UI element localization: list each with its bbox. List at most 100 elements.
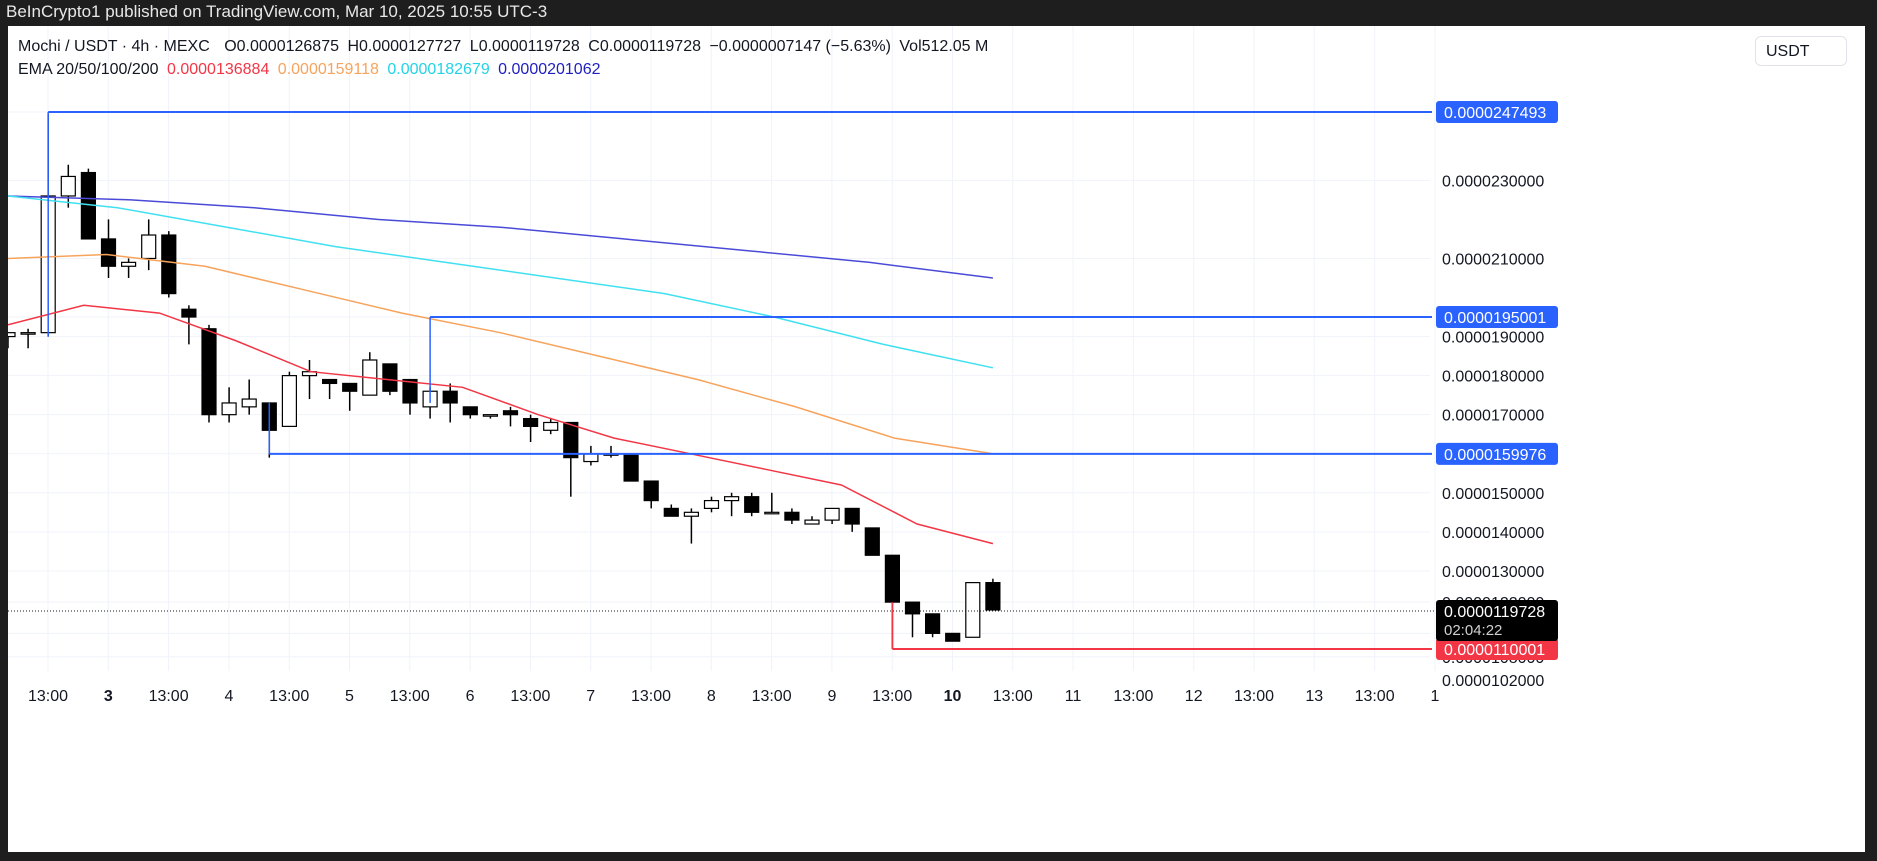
price-badge-label: 0.0000195001 [1444,310,1546,327]
y-tick-label: 0.0000150000 [1442,486,1544,503]
candle-body [522,417,539,427]
candle-body [543,421,559,431]
ema100-line [8,195,994,369]
price-badge-label: 0.0000247493 [1444,105,1546,122]
current-price-badge [1436,600,1558,642]
x-tick-label: 13:00 [1113,688,1153,705]
x-tick-label: 13 [1305,688,1323,705]
candle-body [623,453,639,482]
x-tick-label: 7 [586,688,595,705]
price-badge-support [1436,637,1558,660]
x-tick-label: 13:00 [752,688,792,705]
candle-body [141,234,157,260]
x-tick-label: 10 [944,688,962,705]
x-tick-label: 9 [827,688,836,705]
candle-body [502,410,519,416]
candle-body [884,554,901,603]
x-tick-label: 11 [1065,688,1082,705]
ema-label[interactable]: EMA 20/50/100/200 [18,61,159,78]
ema50-value: 0.0000159118 [277,61,379,78]
ohlc-legend: Mochi / USDT · 4h · MEXC O0.0000126875 H… [18,38,988,56]
y-tick-label: 0.0000140000 [1442,525,1544,542]
candle-body [824,507,840,521]
y-tick-label: 0.0000102000 [1442,673,1544,690]
price-badge-resistance [1436,101,1558,124]
candle-body [402,378,418,404]
x-tick-label: 6 [466,688,475,705]
candle-body [322,378,338,385]
candle-body [784,511,800,521]
candle-body [744,496,760,513]
candle-body [643,480,659,502]
price-badge-label: 0.0000110001 [1444,642,1545,659]
published-text: BeInCrypto1 published on TradingView.com… [6,2,548,21]
y-tick-label: 0.0000210000 [1442,251,1544,268]
bar-countdown-label: 02:04:22 [1444,622,1502,639]
candle-body [723,496,740,502]
price-badge-resistance [1436,442,1558,465]
candle-body [844,507,860,525]
candle-body [281,375,297,427]
candle-body [864,527,880,556]
x-tick-label: 13:00 [872,688,912,705]
y-tick-label: 0.0000170000 [1442,408,1544,425]
open-value: 0.0000126875 [236,38,339,55]
candle-body [985,582,1001,611]
price-badge-label: 0.0000159976 [1444,447,1546,464]
x-tick-label: 13:00 [993,688,1033,705]
candle-body [181,308,197,318]
y-tick-label: 0.0000130000 [1442,564,1544,581]
candle-body [804,519,820,525]
ema200-value: 0.0000201062 [498,61,601,78]
candle-body [482,414,498,417]
candle-body [60,175,76,197]
chart-panel[interactable]: 13:00 3 13:00 4 13:00 5 13:00 6 13:00 7 13:00 8 13:0… [8,26,1865,852]
volume-label: Vol [899,38,922,55]
candle-body [703,499,720,510]
candle-body [663,507,679,517]
price-chart[interactable]: 13:00 3 13:00 4 13:00 5 13:00 6 13:00 7 13:00 8 13:0… [8,26,1865,852]
x-tick-label: 13:00 [149,688,189,705]
high-value: 0.0000127727 [359,38,462,55]
current-price-label: 0.0000119728 [1444,604,1545,621]
candle-body [161,234,177,295]
published-header: BeInCrypto1 published on TradingView.com… [0,0,1877,26]
x-tick-label: 13:00 [1234,688,1274,705]
low-value: 0.0000119728 [478,38,580,55]
currency-button[interactable]: USDT [1755,36,1847,66]
price-badge-resistance [1436,306,1558,329]
x-tick-label: 13:00 [269,688,309,705]
x-tick-label: 13:00 [510,688,550,705]
candle-body [945,632,961,642]
candle-body [120,261,137,267]
x-tick-label: 4 [224,688,233,705]
low-label: L [469,38,479,55]
x-tick-label: 8 [707,688,716,705]
candle-body [342,382,358,392]
y-tick-label: 0.0000180000 [1442,369,1544,386]
candle-body [201,328,217,416]
ema-legend: EMA 20/50/100/200 0.0000136884 0.0000159… [18,61,601,79]
candle-body [904,601,921,615]
candle-body [583,453,599,463]
x-tick-label: 5 [345,688,354,705]
candle-body [683,511,700,517]
ema100-value: 0.0000182679 [387,61,490,78]
ema20-line [8,304,994,545]
candle-body [764,511,780,515]
open-label: O [224,38,237,55]
close-value: 0.0000119728 [599,38,701,55]
x-tick-label: 13:00 [631,688,671,705]
candle-body [462,406,478,416]
candle-body [100,238,117,267]
candle-body [8,332,16,338]
candle-body [382,363,398,392]
ema20-value: 0.0000136884 [167,61,270,78]
candle-body [20,332,36,335]
candle-body [563,421,579,459]
x-tick-label: 12 [1185,688,1203,705]
volume-value: 512.05 M [921,38,989,55]
symbol-label[interactable]: Mochi / USDT · 4h · MEXC [18,38,210,55]
y-tick-label: 0.0000230000 [1442,173,1544,190]
y-tick-label: 0.0000190000 [1442,330,1544,347]
